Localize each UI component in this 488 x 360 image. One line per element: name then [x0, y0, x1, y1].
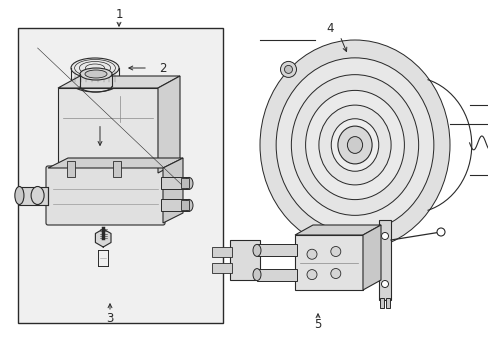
Bar [58, 88, 158, 173]
Polygon shape [58, 76, 180, 88]
Text: 1: 1 [115, 8, 122, 21]
Ellipse shape [184, 199, 193, 211]
Ellipse shape [85, 70, 107, 78]
Ellipse shape [260, 40, 449, 250]
Bar [181, 201, 189, 210]
Ellipse shape [291, 75, 418, 215]
Polygon shape [158, 76, 180, 173]
Ellipse shape [15, 186, 24, 204]
Ellipse shape [184, 177, 193, 189]
Ellipse shape [71, 72, 119, 92]
Bar [257, 244, 296, 256]
Circle shape [381, 233, 387, 239]
Bar [161, 177, 189, 189]
Polygon shape [294, 225, 380, 235]
Bar [212, 263, 231, 273]
Ellipse shape [346, 136, 362, 153]
Polygon shape [163, 158, 183, 223]
Bar [20, 186, 48, 204]
Bar [212, 247, 231, 257]
Circle shape [284, 66, 292, 73]
Ellipse shape [276, 58, 433, 232]
Ellipse shape [318, 105, 390, 185]
FancyBboxPatch shape [46, 166, 164, 225]
Bar [181, 179, 189, 188]
Bar [257, 269, 296, 280]
Ellipse shape [252, 244, 261, 256]
Ellipse shape [80, 68, 112, 80]
Circle shape [306, 249, 316, 259]
Ellipse shape [378, 111, 440, 179]
Ellipse shape [31, 186, 44, 204]
Ellipse shape [71, 58, 119, 78]
Ellipse shape [252, 269, 261, 280]
Bar [294, 235, 362, 290]
Polygon shape [95, 229, 111, 247]
Circle shape [330, 269, 340, 279]
Circle shape [330, 247, 340, 256]
Text: 2: 2 [159, 62, 166, 75]
Ellipse shape [337, 126, 371, 164]
Bar [67, 161, 75, 177]
Ellipse shape [305, 90, 404, 199]
Polygon shape [48, 158, 183, 168]
Bar [113, 161, 121, 177]
Bar [385, 298, 389, 308]
Bar [229, 240, 260, 280]
Circle shape [381, 280, 387, 288]
Circle shape [436, 228, 444, 236]
Bar [161, 199, 189, 211]
Bar [379, 298, 383, 308]
Bar [18, 28, 223, 323]
Text: 4: 4 [325, 22, 333, 35]
Polygon shape [362, 225, 380, 290]
Circle shape [280, 62, 296, 77]
Text: 5: 5 [314, 319, 321, 332]
Bar [378, 220, 390, 300]
Text: 3: 3 [106, 311, 113, 324]
Ellipse shape [330, 119, 378, 171]
Circle shape [306, 270, 316, 280]
